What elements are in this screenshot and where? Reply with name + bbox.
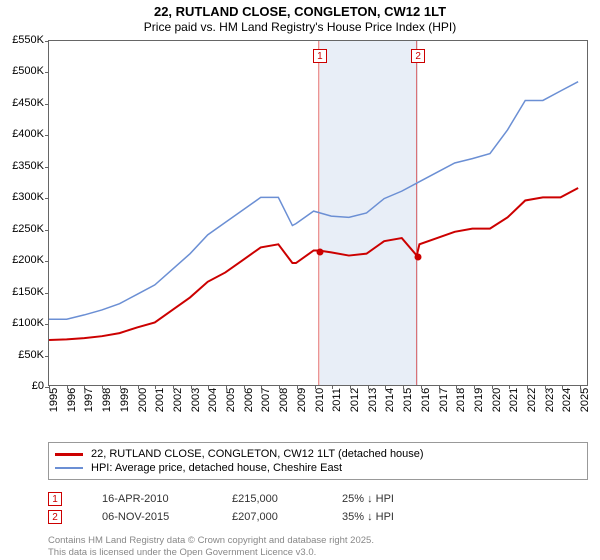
x-axis-label: 2014 <box>384 388 396 412</box>
x-axis-label: 2025 <box>579 388 591 412</box>
sale-marker-box: 2 <box>411 49 425 63</box>
sale-row-marker: 1 <box>48 492 62 506</box>
x-axis-label: 2011 <box>331 388 343 412</box>
x-axis-label: 1999 <box>119 388 131 412</box>
y-axis-label: £300K <box>12 191 44 203</box>
x-axis-label: 2016 <box>420 388 432 412</box>
x-axis-label: 1995 <box>48 388 60 412</box>
sale-row-marker: 2 <box>48 510 62 524</box>
legend-label: HPI: Average price, detached house, Ches… <box>91 462 342 474</box>
x-axis-label: 2000 <box>137 388 149 412</box>
legend-item: 22, RUTLAND CLOSE, CONGLETON, CW12 1LT (… <box>55 447 581 461</box>
x-axis-label: 1996 <box>66 388 78 412</box>
legend-swatch <box>55 467 83 469</box>
y-axis-label: £450K <box>12 97 44 109</box>
x-axis-label: 2005 <box>225 388 237 412</box>
x-axis-label: 2012 <box>349 388 361 412</box>
sale-dot <box>415 253 422 260</box>
x-axis-label: 2008 <box>278 388 290 412</box>
x-axis-label: 2017 <box>438 388 450 412</box>
footer-line1: Contains HM Land Registry data © Crown c… <box>48 535 374 546</box>
y-axis-label: £50K <box>18 349 44 361</box>
y-axis-label: £250K <box>12 223 44 235</box>
y-axis-label: £550K <box>12 34 44 46</box>
sale-date: 06-NOV-2015 <box>102 511 192 523</box>
chart: 12 £0£50K£100K£150K£200K£250K£300K£350K£… <box>48 40 588 410</box>
x-axis-label: 2004 <box>207 388 219 412</box>
sale-delta: 35% ↓ HPI <box>342 511 394 523</box>
y-axis-label: £400K <box>12 128 44 140</box>
y-axis-label: £200K <box>12 254 44 266</box>
sales-table: 1 16-APR-2010 £215,000 25% ↓ HPI 2 06-NOV-201… <box>48 490 394 526</box>
x-axis-label: 2003 <box>190 388 202 412</box>
y-axis-label: £0 <box>32 380 44 392</box>
x-axis-label: 2001 <box>154 388 166 412</box>
x-axis-label: 2002 <box>172 388 184 412</box>
chart-svg <box>49 41 587 385</box>
x-axis-label: 2020 <box>491 388 503 412</box>
x-axis-label: 2013 <box>367 388 379 412</box>
x-axis-label: 2007 <box>260 388 272 412</box>
x-axis-label: 2018 <box>455 388 467 412</box>
legend-swatch <box>55 453 83 456</box>
sale-date: 16-APR-2010 <box>102 493 192 505</box>
legend: 22, RUTLAND CLOSE, CONGLETON, CW12 1LT (… <box>48 442 588 480</box>
sale-dot <box>316 248 323 255</box>
series-hpi <box>49 82 578 320</box>
x-axis-label: 2010 <box>314 388 326 412</box>
x-axis-label: 2022 <box>526 388 538 412</box>
x-axis-label: 1997 <box>83 388 95 412</box>
x-axis-label: 2023 <box>544 388 556 412</box>
y-axis-label: £150K <box>12 286 44 298</box>
sale-price: £215,000 <box>232 493 302 505</box>
plot-area: 12 <box>48 40 588 386</box>
x-axis-label: 2019 <box>473 388 485 412</box>
sale-price: £207,000 <box>232 511 302 523</box>
x-axis-label: 1998 <box>101 388 113 412</box>
x-axis-label: 2021 <box>508 388 520 412</box>
legend-label: 22, RUTLAND CLOSE, CONGLETON, CW12 1LT (… <box>91 448 424 460</box>
footer-attribution: Contains HM Land Registry data © Crown c… <box>48 535 374 558</box>
y-axis-label: £350K <box>12 160 44 172</box>
x-axis-label: 2015 <box>402 388 414 412</box>
sale-marker-box: 1 <box>313 49 327 63</box>
sale-row: 1 16-APR-2010 £215,000 25% ↓ HPI <box>48 490 394 508</box>
chart-title-2: Price paid vs. HM Land Registry's House … <box>0 20 600 34</box>
x-axis-label: 2009 <box>296 388 308 412</box>
y-axis-label: £100K <box>12 317 44 329</box>
x-axis-label: 2024 <box>561 388 573 412</box>
footer-line2: This data is licensed under the Open Gov… <box>48 547 374 558</box>
sale-row: 2 06-NOV-2015 £207,000 35% ↓ HPI <box>48 508 394 526</box>
y-axis-label: £500K <box>12 65 44 77</box>
x-axis-label: 2006 <box>243 388 255 412</box>
legend-item: HPI: Average price, detached house, Ches… <box>55 461 581 475</box>
sale-delta: 25% ↓ HPI <box>342 493 394 505</box>
chart-title-1: 22, RUTLAND CLOSE, CONGLETON, CW12 1LT <box>0 4 600 19</box>
